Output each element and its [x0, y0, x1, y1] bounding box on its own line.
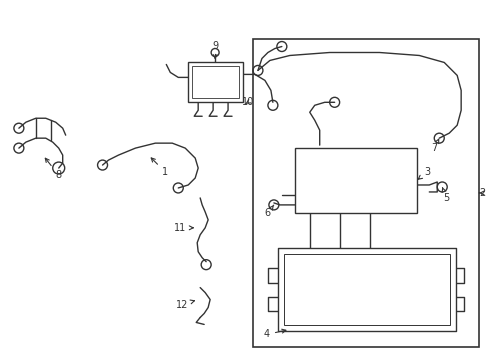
Bar [192, 67, 239, 98]
Text: 1: 1 [151, 158, 168, 177]
Text: 4: 4 [264, 329, 285, 339]
Bar [283, 254, 449, 325]
Text: 6: 6 [264, 205, 273, 218]
Bar [294, 148, 416, 213]
Bar [188, 62, 243, 102]
Text: 3: 3 [417, 167, 429, 179]
Text: 2: 2 [478, 188, 484, 198]
Text: 8: 8 [45, 158, 61, 180]
Text: 10: 10 [242, 97, 254, 107]
Text: 11: 11 [174, 223, 193, 233]
Text: 7: 7 [430, 139, 438, 153]
Bar [277, 248, 455, 332]
Bar [252, 39, 478, 347]
Text: 9: 9 [212, 41, 218, 58]
Text: 12: 12 [176, 300, 194, 310]
Text: 5: 5 [441, 188, 448, 203]
